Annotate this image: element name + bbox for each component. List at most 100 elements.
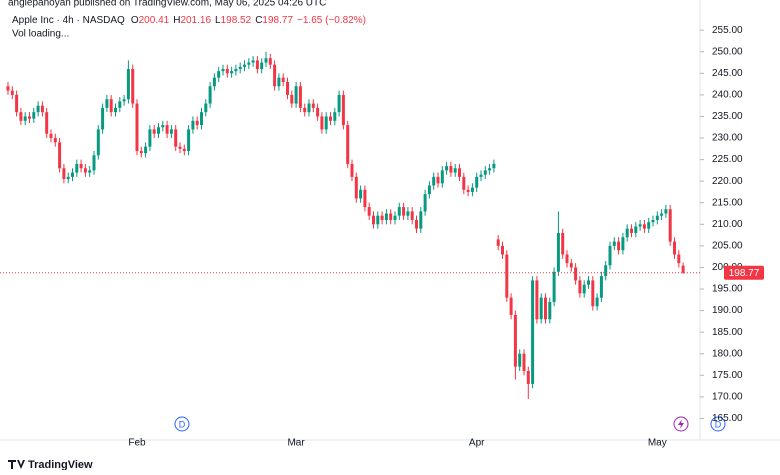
y-tick-label: 215.00 <box>712 197 743 208</box>
ohlc-key: H <box>173 15 180 26</box>
candle-body <box>96 129 100 156</box>
candle-body <box>561 232 565 255</box>
candle-body <box>337 94 341 113</box>
candle-body <box>479 174 483 177</box>
candle-body <box>612 241 616 246</box>
candle-body <box>212 77 216 87</box>
candle-body <box>144 146 148 154</box>
candle-body <box>621 237 625 251</box>
change: −1.65 (−0.82%) <box>297 15 366 26</box>
candle-body <box>320 116 324 130</box>
candle-body <box>440 170 444 184</box>
candle-body <box>277 77 281 87</box>
candle-body <box>109 99 113 113</box>
brand-logo <box>8 460 25 469</box>
candle-body <box>23 116 27 121</box>
candle-body <box>243 64 246 67</box>
candle-body <box>75 163 79 173</box>
candle-body <box>101 107 105 130</box>
candle-body <box>501 245 504 255</box>
candle-body <box>178 146 182 149</box>
candle-body <box>32 112 36 119</box>
candle-body <box>298 86 302 108</box>
candle-body <box>681 265 685 273</box>
candle-body <box>582 284 586 294</box>
candle-body <box>363 189 367 208</box>
candle-body <box>255 60 259 70</box>
candle-body <box>578 280 582 294</box>
candle-body <box>350 163 354 177</box>
candle-body <box>191 120 195 130</box>
candle-body <box>367 207 371 216</box>
candle-body <box>548 301 552 320</box>
candle-body <box>664 209 668 214</box>
candle-body <box>608 245 612 266</box>
candle-body <box>294 86 298 104</box>
x-tick-label: May <box>648 438 667 449</box>
candle-body <box>509 297 513 315</box>
y-tick-label: 230.00 <box>712 133 743 144</box>
candle-body <box>341 94 345 126</box>
candle-body <box>505 254 509 298</box>
last-price-box <box>724 265 764 280</box>
candle-body <box>634 226 638 233</box>
candle-body <box>152 129 156 134</box>
y-tick-label: 225.00 <box>712 154 743 165</box>
candle-body <box>638 224 642 227</box>
candle-body <box>316 107 320 117</box>
ohlc-value: 198.52 <box>221 15 252 26</box>
ohlc-key: L <box>215 15 221 26</box>
candle-body <box>225 69 229 74</box>
y-tick-label: 210.00 <box>712 219 743 230</box>
candle-body <box>238 66 242 70</box>
candle-body <box>333 112 337 121</box>
candle-body <box>552 271 556 302</box>
candle-body <box>526 370 530 384</box>
candle-body <box>131 69 135 104</box>
candle-body <box>625 228 629 238</box>
candle-body <box>92 155 96 171</box>
candle-body <box>642 224 646 229</box>
candle-body <box>329 116 332 121</box>
candle-body <box>522 353 526 371</box>
dividend-icon[interactable] <box>710 416 726 432</box>
candle-body <box>157 127 160 134</box>
candle-body <box>376 215 380 225</box>
candle-body <box>15 94 19 113</box>
y-tick-label: 190.00 <box>712 305 743 316</box>
y-tick-label: 255.00 <box>712 25 743 36</box>
candle-body <box>380 215 384 220</box>
dividend-label: D <box>179 419 186 429</box>
y-tick-label: 170.00 <box>712 392 743 403</box>
candle-body <box>445 166 449 171</box>
y-tick-label: 185.00 <box>712 327 743 338</box>
candle-body <box>66 176 70 180</box>
candle-body <box>200 112 203 126</box>
candle-body <box>10 90 14 95</box>
candle-body <box>311 103 315 108</box>
y-tick-label: 205.00 <box>712 241 743 252</box>
candle-body <box>587 280 590 285</box>
candle-body <box>208 86 212 104</box>
candle-body <box>393 215 397 220</box>
candle-body <box>118 101 122 108</box>
candle-body <box>488 168 492 171</box>
candle-body <box>458 168 461 177</box>
candle-body <box>139 150 143 154</box>
dividend-icon[interactable] <box>174 416 190 432</box>
candle-body <box>475 176 479 188</box>
candle-body <box>604 265 608 277</box>
candle-body <box>264 58 268 63</box>
candle-body <box>423 194 427 212</box>
candle-body <box>169 129 173 134</box>
candle-body <box>45 112 49 134</box>
y-tick-label: 195.00 <box>712 284 743 295</box>
candle-body <box>62 168 66 180</box>
x-tick-label: Apr <box>469 438 485 449</box>
candle-body <box>492 163 496 169</box>
candle-body <box>346 125 350 164</box>
candle-body <box>372 215 375 225</box>
candle-body <box>174 129 178 147</box>
candle-body <box>410 211 414 220</box>
